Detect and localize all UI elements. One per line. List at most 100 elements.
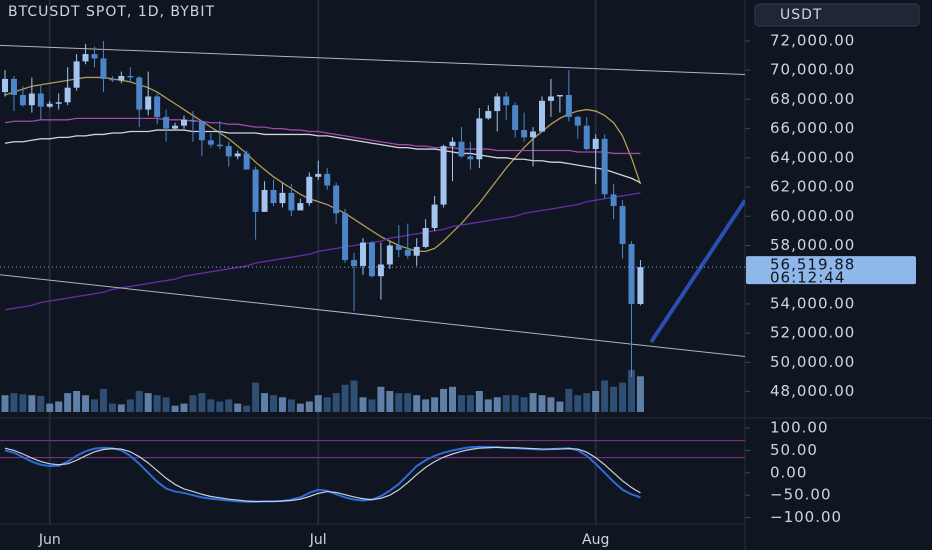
volume-bar bbox=[368, 399, 376, 412]
candle-body bbox=[476, 118, 483, 160]
y-tick-label: 66,000.00 bbox=[770, 119, 855, 137]
y-tick-label: 0.00 bbox=[770, 463, 807, 481]
chart-title: BTCUSDT SPOT, 1D, BYBIT bbox=[8, 4, 215, 20]
currency-button[interactable] bbox=[754, 3, 920, 27]
volume-bar bbox=[261, 393, 269, 412]
volume-bar bbox=[314, 395, 322, 412]
y-tick-label: 100.00 bbox=[770, 419, 829, 437]
candle-body bbox=[413, 246, 420, 256]
candle-body bbox=[163, 116, 170, 129]
candle-body bbox=[91, 54, 98, 59]
candle-body bbox=[539, 100, 545, 132]
candle-body bbox=[395, 245, 402, 250]
volume-bar bbox=[404, 393, 412, 412]
moving-average bbox=[4, 192, 641, 311]
volume-bar bbox=[359, 397, 367, 412]
x-tick-label: Jun bbox=[38, 532, 61, 548]
volume-bar bbox=[484, 399, 492, 412]
candle-body bbox=[449, 141, 456, 147]
volume-bar bbox=[46, 403, 54, 412]
volume-bar bbox=[99, 388, 107, 412]
candle-body bbox=[485, 111, 492, 119]
volume-bar bbox=[55, 401, 63, 412]
volume-bar bbox=[610, 386, 618, 412]
volume-bar bbox=[556, 401, 564, 412]
candle-body bbox=[521, 130, 528, 138]
candle-body bbox=[386, 245, 393, 265]
volume-bar bbox=[377, 386, 385, 412]
currency-label[interactable]: USDT bbox=[780, 7, 822, 23]
volume-bar bbox=[73, 391, 81, 412]
candle-body bbox=[628, 244, 635, 304]
candle-body bbox=[333, 185, 340, 214]
volume-bar bbox=[520, 397, 528, 412]
candle-body bbox=[2, 78, 8, 93]
volume-bar bbox=[493, 397, 501, 412]
x-tick-label: Jul bbox=[309, 532, 327, 548]
y-tick-label: 54,000.00 bbox=[770, 294, 855, 312]
candle-body bbox=[55, 102, 62, 104]
candle-body bbox=[234, 153, 241, 157]
volume-bar bbox=[341, 384, 349, 412]
candle-body bbox=[467, 156, 474, 160]
volume-bar bbox=[583, 393, 591, 412]
candle-body bbox=[547, 96, 554, 101]
candle-body bbox=[368, 242, 375, 277]
trend-line bbox=[0, 44, 745, 76]
volume-bar bbox=[413, 395, 421, 412]
trend-line bbox=[649, 199, 745, 344]
candle-body bbox=[306, 176, 313, 204]
volume-bar bbox=[28, 395, 36, 412]
candle-body bbox=[10, 78, 17, 95]
candle-body bbox=[198, 121, 205, 141]
candle-body bbox=[216, 144, 223, 147]
candle-body bbox=[601, 138, 608, 195]
candle-body bbox=[64, 87, 71, 103]
moving-average bbox=[4, 76, 642, 252]
plot-area bbox=[0, 0, 745, 524]
candle-body bbox=[100, 58, 107, 79]
candle-body bbox=[154, 96, 161, 117]
volume-bar bbox=[466, 395, 474, 412]
candle-body bbox=[127, 75, 134, 78]
y-tick-label: −100.00 bbox=[770, 508, 842, 526]
candle-body bbox=[503, 96, 510, 106]
y-tick-label: 62,000.00 bbox=[770, 178, 855, 196]
candle-body bbox=[458, 141, 465, 157]
candle-body bbox=[181, 119, 187, 126]
volume-bar bbox=[440, 388, 448, 412]
candle-body bbox=[252, 169, 259, 212]
candle-body bbox=[73, 61, 80, 88]
volume-bar bbox=[189, 395, 197, 412]
candle-body bbox=[619, 206, 626, 245]
candle-body bbox=[592, 138, 599, 150]
volume-bar bbox=[234, 403, 242, 412]
candle-body bbox=[19, 94, 26, 106]
volume-bar bbox=[162, 397, 170, 412]
trend-line bbox=[0, 274, 745, 358]
candle-body bbox=[440, 146, 447, 205]
volume-bar bbox=[278, 397, 286, 412]
candle-body bbox=[189, 119, 196, 122]
y-tick-label: 60,000.00 bbox=[770, 207, 855, 225]
y-tick-label: 50.00 bbox=[770, 441, 818, 459]
volume-bar bbox=[108, 403, 116, 412]
candle-body bbox=[583, 125, 590, 150]
y-tick-label: 68,000.00 bbox=[770, 90, 855, 108]
candle-body bbox=[512, 105, 519, 131]
candle-body bbox=[556, 94, 563, 97]
volume-bar bbox=[64, 393, 72, 412]
volume-bar bbox=[636, 376, 644, 412]
volume-bar bbox=[449, 386, 456, 412]
volume-bar bbox=[135, 391, 143, 412]
oscillator-line bbox=[4, 446, 641, 503]
volume-bar bbox=[216, 401, 224, 412]
candle-body bbox=[172, 125, 179, 129]
volume-bar bbox=[207, 399, 215, 412]
candle-body bbox=[324, 173, 331, 186]
candle-body bbox=[37, 93, 44, 107]
candle-body bbox=[28, 93, 35, 106]
volume-bar bbox=[601, 380, 609, 412]
volume-bar bbox=[252, 382, 260, 412]
